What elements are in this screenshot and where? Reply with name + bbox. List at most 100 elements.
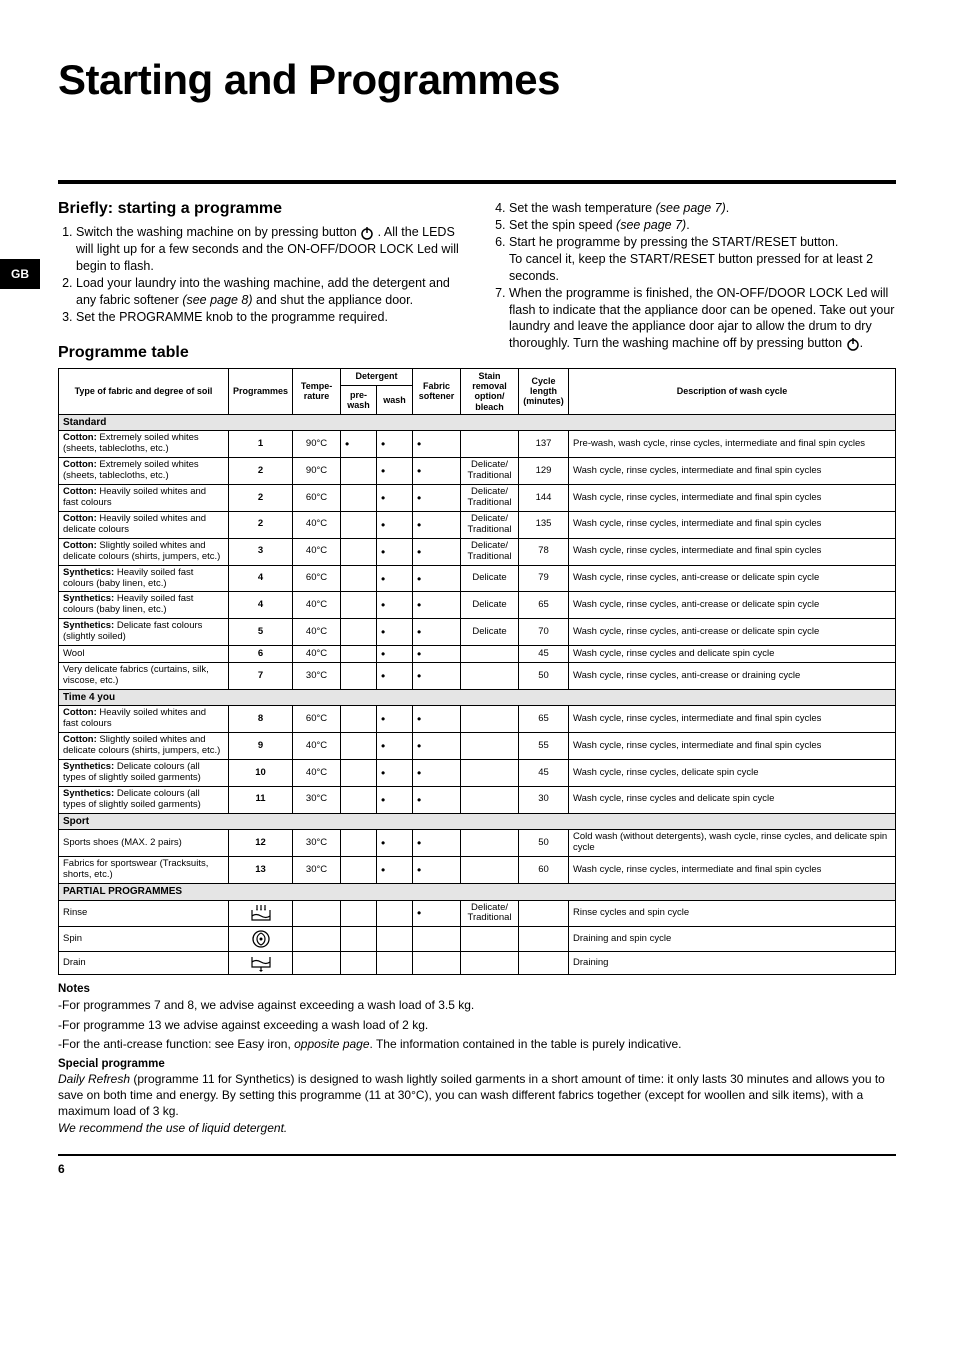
- cell-length: 65: [519, 706, 569, 733]
- briefly-step: Start he programme by pressing the START…: [509, 234, 896, 285]
- th-wash: wash: [377, 385, 413, 414]
- cell-stain: Delicate/ Traditional: [461, 538, 519, 565]
- cell-temp: [293, 952, 341, 975]
- cell-stain: [461, 663, 519, 690]
- cell-stain: [461, 927, 519, 952]
- cell-softener: •: [413, 511, 461, 538]
- cell-programme: 12: [229, 830, 293, 857]
- table-row: Cotton: Extremely soiled whites (sheets,…: [59, 458, 896, 485]
- cell-length: 135: [519, 511, 569, 538]
- cell-wash: •: [377, 458, 413, 485]
- cell-wash: [377, 952, 413, 975]
- section-header: Standard: [59, 414, 896, 431]
- cell-softener: •: [413, 760, 461, 787]
- table-row: Cotton: Heavily soiled whites and fast c…: [59, 485, 896, 512]
- cell-programme: 8: [229, 706, 293, 733]
- table-row: Sports shoes (MAX. 2 pairs)1230°C••50Col…: [59, 830, 896, 857]
- cell-programme: 7: [229, 663, 293, 690]
- cell-prewash: [341, 830, 377, 857]
- cell-desc: Wash cycle, rinse cycles, anti-crease or…: [569, 565, 896, 592]
- briefly-step: Set the spin speed (see page 7).: [509, 217, 896, 234]
- notes-heading: Notes: [58, 983, 896, 995]
- th-stain: Stain removal option/ bleach: [461, 368, 519, 414]
- cell-prewash: •: [341, 431, 377, 458]
- table-row: Synthetics: Delicate fast colours (sligh…: [59, 619, 896, 646]
- cell-wash: •: [377, 565, 413, 592]
- cell-wash: •: [377, 760, 413, 787]
- note-line: -For programmes 7 and 8, we advise again…: [58, 997, 896, 1013]
- cell-desc: Wash cycle, rinse cycles and delicate sp…: [569, 646, 896, 663]
- cell-desc: Wash cycle, rinse cycles, intermediate a…: [569, 511, 896, 538]
- cell-temp: 90°C: [293, 431, 341, 458]
- cell-softener: •: [413, 787, 461, 814]
- cell-temp: 30°C: [293, 857, 341, 884]
- cell-programme: 6: [229, 646, 293, 663]
- cell-prewash: [341, 592, 377, 619]
- cell-temp: [293, 927, 341, 952]
- cell-programme: [229, 952, 293, 975]
- briefly-step: Load your laundry into the washing machi…: [76, 275, 463, 309]
- cell-softener: •: [413, 663, 461, 690]
- cell-prewash: [341, 760, 377, 787]
- cell-stain: Delicate: [461, 592, 519, 619]
- cell-programme: 5: [229, 619, 293, 646]
- cell-length: 144: [519, 485, 569, 512]
- cell-wash: [377, 900, 413, 927]
- cell-length: 50: [519, 830, 569, 857]
- cell-wash: •: [377, 538, 413, 565]
- table-row: Synthetics: Delicate colours (all types …: [59, 760, 896, 787]
- th-prog: Programmes: [229, 368, 293, 414]
- cell-wash: •: [377, 431, 413, 458]
- cell-programme: [229, 927, 293, 952]
- cell-length: [519, 952, 569, 975]
- cell-temp: 40°C: [293, 511, 341, 538]
- table-heading: Programme table: [58, 344, 463, 362]
- th-temp: Tempe-rature: [293, 368, 341, 414]
- cell-stain: [461, 857, 519, 884]
- cell-softener: •: [413, 830, 461, 857]
- cell-softener: •: [413, 706, 461, 733]
- cell-length: [519, 927, 569, 952]
- cell-prewash: [341, 663, 377, 690]
- cell-wash: •: [377, 706, 413, 733]
- cell-type: Wool: [59, 646, 229, 663]
- cell-softener: •: [413, 431, 461, 458]
- cell-length: 78: [519, 538, 569, 565]
- cell-softener: •: [413, 646, 461, 663]
- cell-softener: •: [413, 538, 461, 565]
- table-row: Synthetics: Delicate colours (all types …: [59, 787, 896, 814]
- cell-programme: 11: [229, 787, 293, 814]
- cell-length: 55: [519, 733, 569, 760]
- table-row: Synthetics: Heavily soiled fast colours …: [59, 592, 896, 619]
- table-row: Synthetics: Heavily soiled fast colours …: [59, 565, 896, 592]
- cell-prewash: [341, 952, 377, 975]
- cell-programme: 13: [229, 857, 293, 884]
- table-row: Cotton: Slightly soiled whites and delic…: [59, 538, 896, 565]
- cell-desc: Wash cycle, rinse cycles, intermediate a…: [569, 538, 896, 565]
- table-row: Very delicate fabrics (curtains, silk, v…: [59, 663, 896, 690]
- divider: [58, 180, 896, 184]
- cell-temp: 30°C: [293, 787, 341, 814]
- cell-prewash: [341, 857, 377, 884]
- cell-wash: •: [377, 485, 413, 512]
- cell-temp: 40°C: [293, 760, 341, 787]
- cell-desc: Wash cycle, rinse cycles, intermediate a…: [569, 485, 896, 512]
- cell-programme: 9: [229, 733, 293, 760]
- cell-stain: [461, 431, 519, 458]
- th-length: Cycle length (minutes): [519, 368, 569, 414]
- cell-desc: Draining and spin cycle: [569, 927, 896, 952]
- cell-prewash: [341, 900, 377, 927]
- cell-programme: [229, 900, 293, 927]
- cell-prewash: [341, 787, 377, 814]
- cell-programme: 1: [229, 431, 293, 458]
- cell-wash: •: [377, 592, 413, 619]
- cell-desc: Pre-wash, wash cycle, rinse cycles, inte…: [569, 431, 896, 458]
- cell-length: 137: [519, 431, 569, 458]
- cell-length: 129: [519, 458, 569, 485]
- note-line: -For programme 13 we advise against exce…: [58, 1017, 896, 1033]
- cell-length: 60: [519, 857, 569, 884]
- cell-desc: Rinse cycles and spin cycle: [569, 900, 896, 927]
- cell-stain: Delicate/ Traditional: [461, 458, 519, 485]
- cell-prewash: [341, 565, 377, 592]
- cell-desc: Wash cycle, rinse cycles, delicate spin …: [569, 760, 896, 787]
